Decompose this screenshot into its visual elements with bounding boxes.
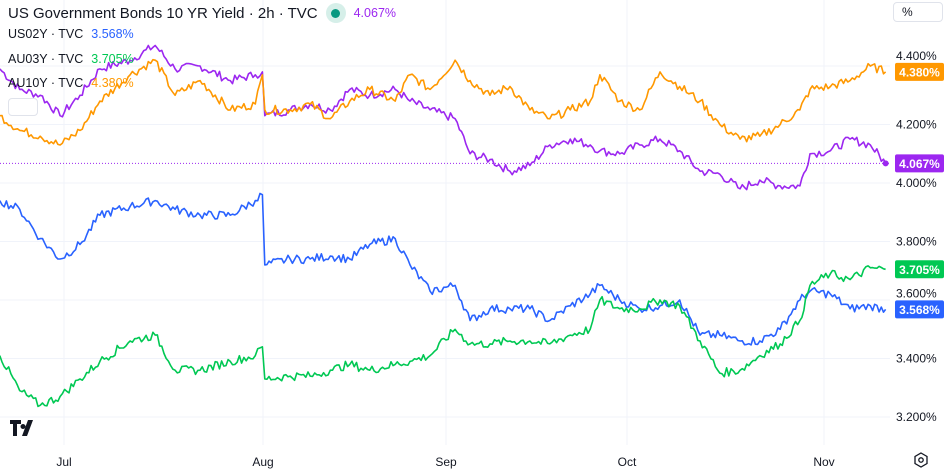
series-line-au10y xyxy=(0,58,887,146)
time-axis[interactable]: Jul Aug Sep Oct Nov xyxy=(56,455,834,469)
time-tick-label: Sep xyxy=(435,455,457,469)
legend-item-au03y[interactable]: AU03Y · TVC 3.705% xyxy=(8,52,134,66)
price-tick-label: 3.600% xyxy=(896,286,937,300)
last-price-labels: 4.067% 4.380% 3.568% 3.705% xyxy=(895,62,944,319)
last-price-badge-us02y: 3.568% xyxy=(899,303,940,317)
chart-title: US Government Bonds 10 YR Yield · 2h · T… xyxy=(8,4,318,22)
price-tick-label: 3.400% xyxy=(896,352,937,366)
series-line-us10y xyxy=(0,44,887,191)
settings-gear-icon[interactable] xyxy=(913,452,929,468)
legend-label: US02Y · TVC xyxy=(8,27,84,41)
grid xyxy=(0,0,890,445)
price-tick-label: 4.400% xyxy=(896,49,937,63)
price-tick-label: 3.800% xyxy=(896,235,937,249)
time-tick-label: Jul xyxy=(56,455,71,469)
legend-value: 4.380% xyxy=(91,76,134,90)
price-tick-label: 4.200% xyxy=(896,118,937,132)
series-line-us02y xyxy=(0,192,887,346)
main-value: 4.067% xyxy=(353,6,397,20)
time-tick-label: Oct xyxy=(618,455,637,469)
last-price-badge-us10y: 4.067% xyxy=(899,157,940,171)
main-legend: US Government Bonds 10 YR Yield · 2h · T… xyxy=(8,3,396,23)
last-price-badge-bg xyxy=(895,260,944,279)
legend-label: AU03Y · TVC xyxy=(8,52,84,66)
price-tick-label: 4.000% xyxy=(896,176,937,190)
legend-value: 3.705% xyxy=(91,52,134,66)
series-lines xyxy=(0,44,890,408)
time-tick-label: Nov xyxy=(813,455,834,469)
series-line-au03y xyxy=(0,265,886,408)
legend-label: AU10Y · TVC xyxy=(8,76,84,90)
last-price-badge-bg xyxy=(895,300,944,319)
percent-scale-button[interactable]: % xyxy=(893,2,943,22)
legend-value: 3.568% xyxy=(91,27,134,41)
price-axis[interactable]: 4.400% 4.200% 4.000% 3.800% 3.600% 3.400% 3.20… xyxy=(896,49,937,424)
last-price-dot xyxy=(882,160,889,167)
last-price-badge-bg xyxy=(895,62,944,81)
market-status-icon xyxy=(325,3,346,23)
tradingview-logo[interactable] xyxy=(10,420,40,441)
last-price-badge-au03y: 3.705% xyxy=(899,263,940,277)
legend-item-us02y[interactable]: US02Y · TVC 3.568% xyxy=(8,27,134,41)
last-price-badge-bg xyxy=(895,154,944,173)
collapse-legend-button[interactable] xyxy=(8,98,38,116)
legend-item-au10y[interactable]: AU10Y · TVC 4.380% xyxy=(8,76,134,90)
last-price-badge-au10y: 4.380% xyxy=(899,65,940,79)
price-tick-label: 3.200% xyxy=(896,410,937,424)
time-tick-label: Aug xyxy=(252,455,273,469)
